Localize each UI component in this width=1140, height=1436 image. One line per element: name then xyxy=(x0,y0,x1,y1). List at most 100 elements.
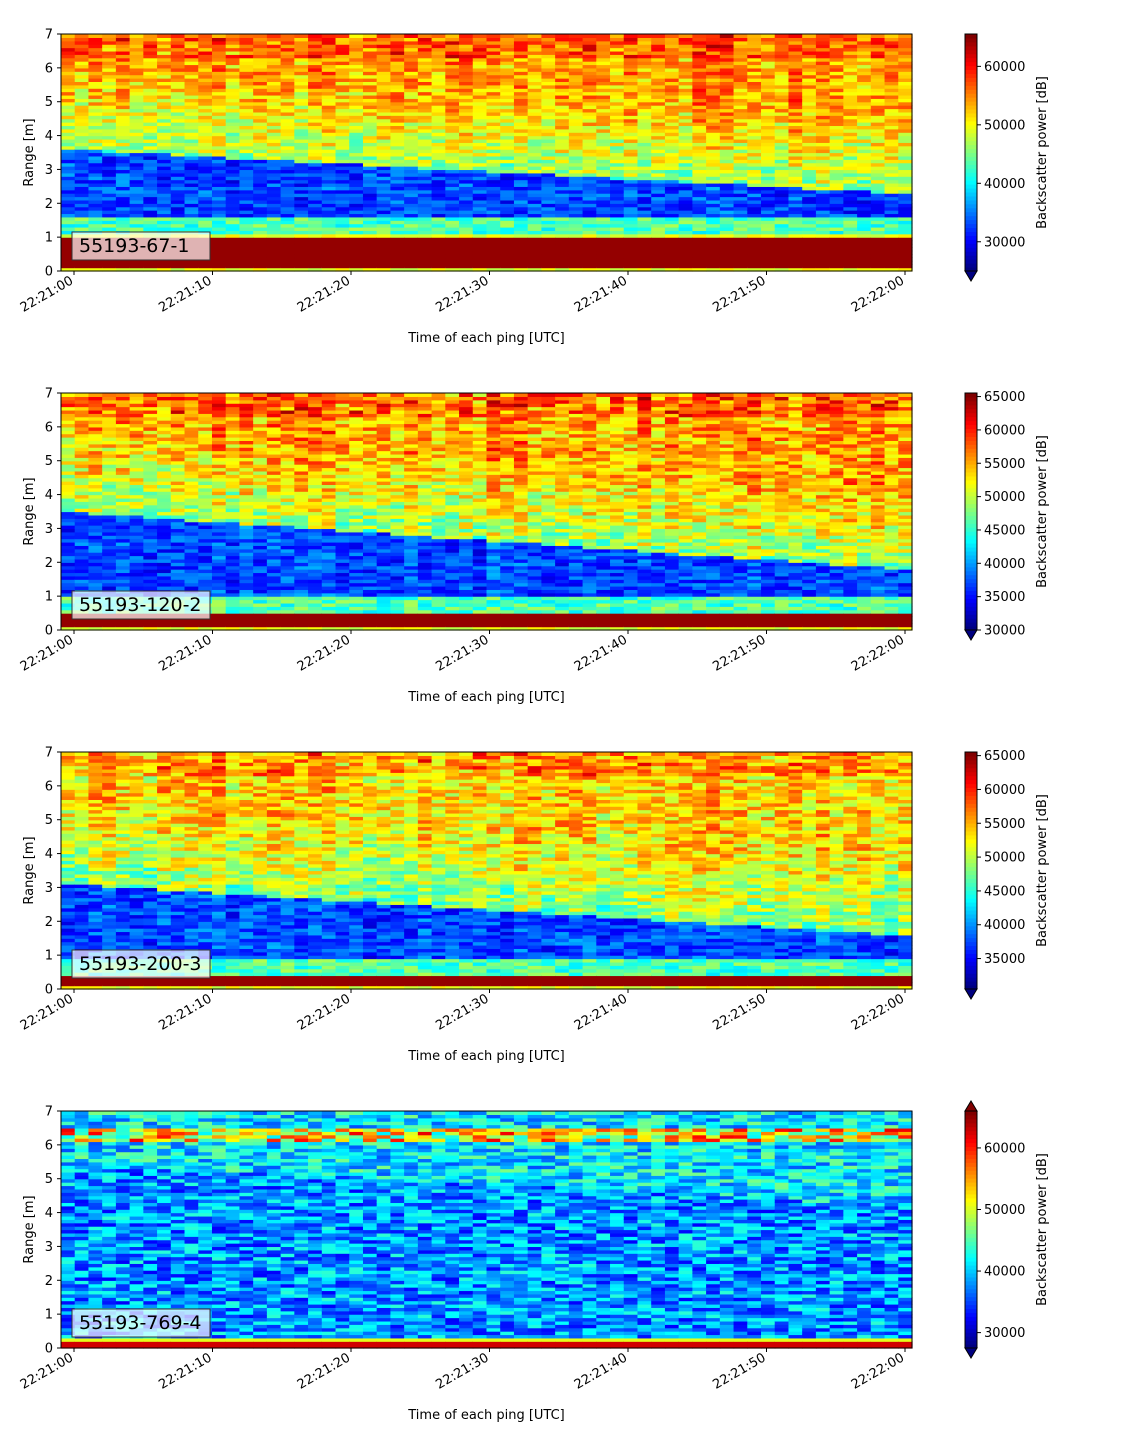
heatmap-cell xyxy=(335,74,350,79)
heatmap-cell xyxy=(459,81,474,86)
heatmap-cell xyxy=(417,132,433,137)
heatmap-cell xyxy=(170,206,186,211)
heatmap-cell xyxy=(239,105,254,110)
heatmap-cell xyxy=(335,37,350,42)
heatmap-cell xyxy=(211,47,227,52)
heatmap-cell xyxy=(157,135,172,140)
heatmap-cell xyxy=(308,260,323,265)
heatmap-cell xyxy=(280,118,295,123)
heatmap-cell xyxy=(500,223,515,228)
heatmap-cell xyxy=(404,135,419,140)
heatmap-cell xyxy=(157,122,172,127)
heatmap-cell xyxy=(376,71,392,76)
heatmap-cell xyxy=(376,64,392,69)
heatmap-cell xyxy=(362,94,378,99)
heatmap-cell xyxy=(102,37,117,42)
heatmap-cell xyxy=(102,216,117,221)
heatmap-cell xyxy=(431,162,446,167)
heatmap-cell xyxy=(390,223,405,228)
heatmap-cell xyxy=(362,135,378,140)
heatmap-cell xyxy=(404,138,419,143)
heatmap-cell xyxy=(692,34,707,38)
heatmap-cell xyxy=(294,149,309,154)
heatmap-cell xyxy=(417,230,433,235)
heatmap-cell xyxy=(335,145,350,150)
heatmap-cell xyxy=(211,237,227,242)
heatmap-cell xyxy=(102,34,117,38)
heatmap-cell xyxy=(417,213,433,218)
heatmap-cell xyxy=(335,135,350,140)
heatmap-cell xyxy=(486,61,501,66)
heatmap-cell xyxy=(335,166,350,171)
heatmap-cell xyxy=(211,94,227,99)
heatmap-cell xyxy=(211,135,227,140)
y-tick-label: 4 xyxy=(45,129,53,144)
heatmap-cell xyxy=(404,213,419,218)
heatmap-cell xyxy=(143,162,158,167)
heatmap-cell xyxy=(390,220,405,225)
heatmap-cell xyxy=(157,44,172,49)
heatmap-cell xyxy=(143,54,158,59)
heatmap-cell xyxy=(349,84,364,89)
heatmap-cell xyxy=(308,169,323,174)
heatmap-cell xyxy=(486,84,501,89)
heatmap-cell xyxy=(417,91,433,96)
heatmap-cell xyxy=(486,199,501,204)
heatmap-cell xyxy=(239,57,254,62)
heatmap-cell xyxy=(239,179,254,184)
heatmap-cell xyxy=(335,267,350,272)
heatmap-cell xyxy=(417,47,433,52)
heatmap-cell xyxy=(349,264,364,269)
heatmap-cell xyxy=(335,122,350,127)
heatmap-cell xyxy=(321,176,337,181)
heatmap-cell xyxy=(486,108,501,113)
heatmap-cell xyxy=(417,128,433,133)
heatmap-cell xyxy=(239,149,254,154)
heatmap-cell xyxy=(102,220,117,225)
heatmap-cell xyxy=(102,169,117,174)
heatmap-cell xyxy=(225,199,241,204)
heatmap-cell xyxy=(376,111,392,116)
heatmap-cell xyxy=(500,155,515,160)
heatmap-cell xyxy=(129,122,144,127)
heatmap-cell xyxy=(184,189,199,194)
heatmap-cell xyxy=(253,233,268,238)
heatmap-cell xyxy=(198,210,213,215)
heatmap-cell xyxy=(61,169,76,174)
heatmap-cell xyxy=(61,81,76,86)
heatmap-cell xyxy=(472,189,488,194)
heatmap-cell xyxy=(88,196,103,201)
heatmap-cell xyxy=(115,138,131,143)
heatmap-cell xyxy=(115,159,131,164)
heatmap-cell xyxy=(376,94,392,99)
heatmap-cell xyxy=(198,216,213,221)
heatmap-cell xyxy=(211,142,227,147)
heatmap-cell xyxy=(198,220,213,225)
heatmap-cell xyxy=(404,67,419,72)
heatmap-cell xyxy=(431,84,446,89)
heatmap-cell xyxy=(239,226,254,231)
heatmap-cell xyxy=(417,152,433,157)
heatmap-cell xyxy=(417,176,433,181)
colorbar-segment xyxy=(965,259,977,264)
heatmap-cell xyxy=(390,91,405,96)
heatmap-cell xyxy=(500,213,515,218)
heatmap-cell xyxy=(500,88,515,93)
heatmap-cell xyxy=(102,206,117,211)
heatmap-cell xyxy=(211,34,227,38)
heatmap-cell xyxy=(472,115,488,120)
heatmap-cell xyxy=(472,162,488,167)
heatmap-cell xyxy=(459,108,474,113)
heatmap-cell xyxy=(417,166,433,171)
heatmap-cell xyxy=(115,213,131,218)
heatmap-cell xyxy=(129,67,144,72)
heatmap-cell xyxy=(335,78,350,82)
heatmap-cell xyxy=(143,176,158,181)
heatmap-cell xyxy=(349,267,364,272)
heatmap-cell xyxy=(157,196,172,201)
heatmap-cell xyxy=(390,115,405,120)
heatmap-cell xyxy=(239,240,254,245)
heatmap-cell xyxy=(362,142,378,147)
heatmap-cell xyxy=(239,250,254,255)
heatmap-cell xyxy=(376,196,392,201)
